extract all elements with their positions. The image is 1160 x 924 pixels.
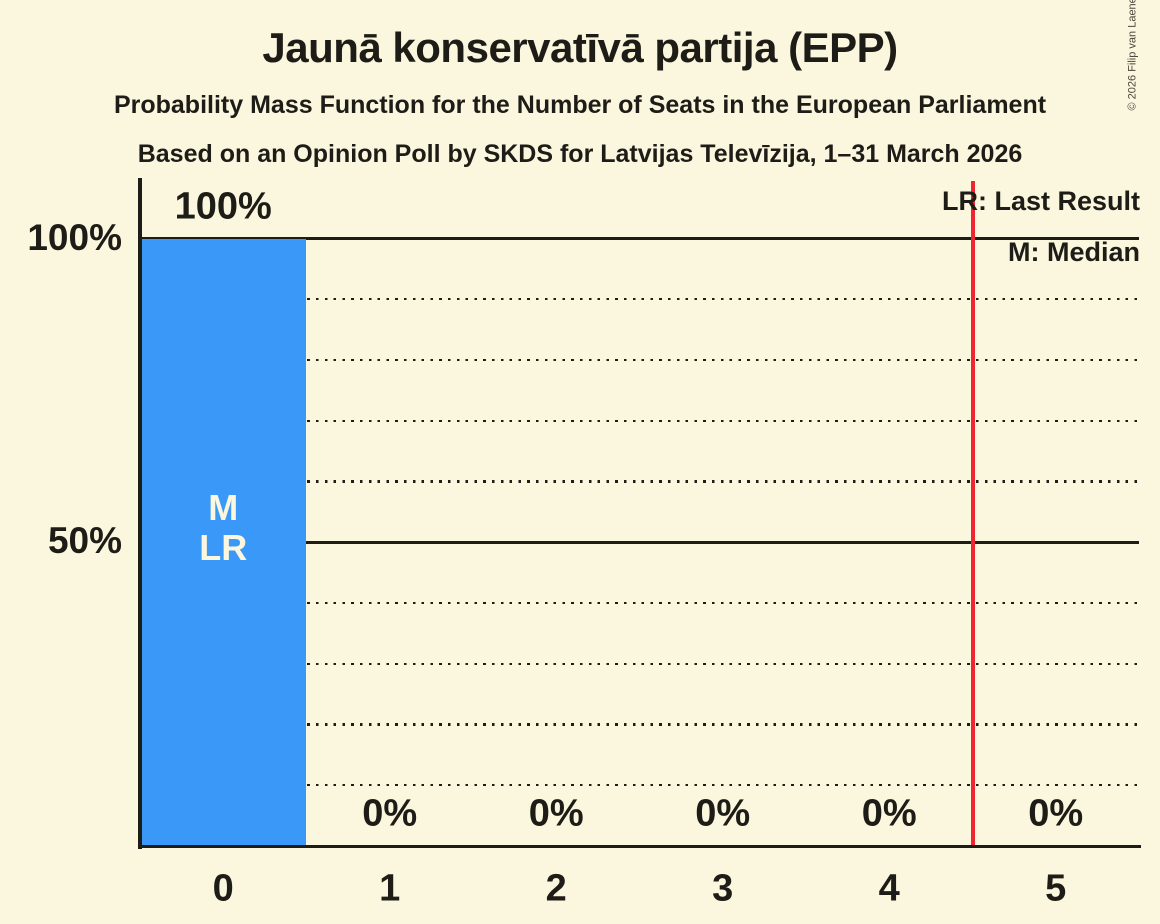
chart-subtitle-line1: Probability Mass Function for the Number… [113, 91, 1047, 119]
gridline-dotted-60pct [140, 480, 1139, 483]
gridline-dotted-20pct [140, 723, 1139, 726]
x-tick-label-4: 4 [878, 867, 900, 910]
y-tick-label-100pct: 100% [27, 216, 122, 258]
gridline-dotted-70pct [140, 419, 1139, 422]
last-result-line [970, 181, 975, 845]
bar-value-label-5: 0% [1028, 792, 1084, 835]
gridline-dotted-90pct [140, 298, 1139, 301]
x-tick-label-3: 3 [712, 867, 734, 910]
x-tick-label-0: 0 [212, 867, 234, 910]
x-tick-label-2: 2 [545, 867, 567, 910]
x-axis [138, 845, 1141, 849]
bar-value-label-2: 0% [528, 792, 584, 835]
chart-title: Jaunā konservatīvā partija (EPP) [262, 24, 898, 71]
gridline-dotted-40pct [140, 601, 1139, 605]
gridline-dotted-10pct [140, 784, 1139, 787]
y-tick-label-50pct: 50% [47, 520, 122, 562]
gridline-dotted-30pct [140, 662, 1139, 665]
copyright-notice: © 2026 Filip van Laenen [1126, 0, 1139, 111]
gridline-solid-100pct [140, 237, 1139, 240]
y-axis [138, 178, 142, 849]
bar-value-label-3: 0% [695, 792, 751, 835]
gridline-solid-50pct [140, 541, 1139, 544]
bar-value-label-1: 0% [362, 792, 418, 835]
bar-value-label-0: 100% [174, 185, 272, 227]
chart-subtitle-line2: Based on an Opinion Poll by SKDS for Lat… [137, 140, 1023, 168]
legend-median: M: Median [1008, 237, 1140, 267]
legend-last-result: LR: Last Result [941, 186, 1140, 216]
bar-seats-0 [141, 238, 306, 846]
median-last-result-annotation: M LR [199, 487, 248, 569]
x-tick-label-1: 1 [379, 867, 401, 910]
gridline-dotted-80pct [140, 358, 1139, 362]
x-tick-label-5: 5 [1045, 867, 1067, 910]
bar-value-label-4: 0% [861, 792, 917, 835]
